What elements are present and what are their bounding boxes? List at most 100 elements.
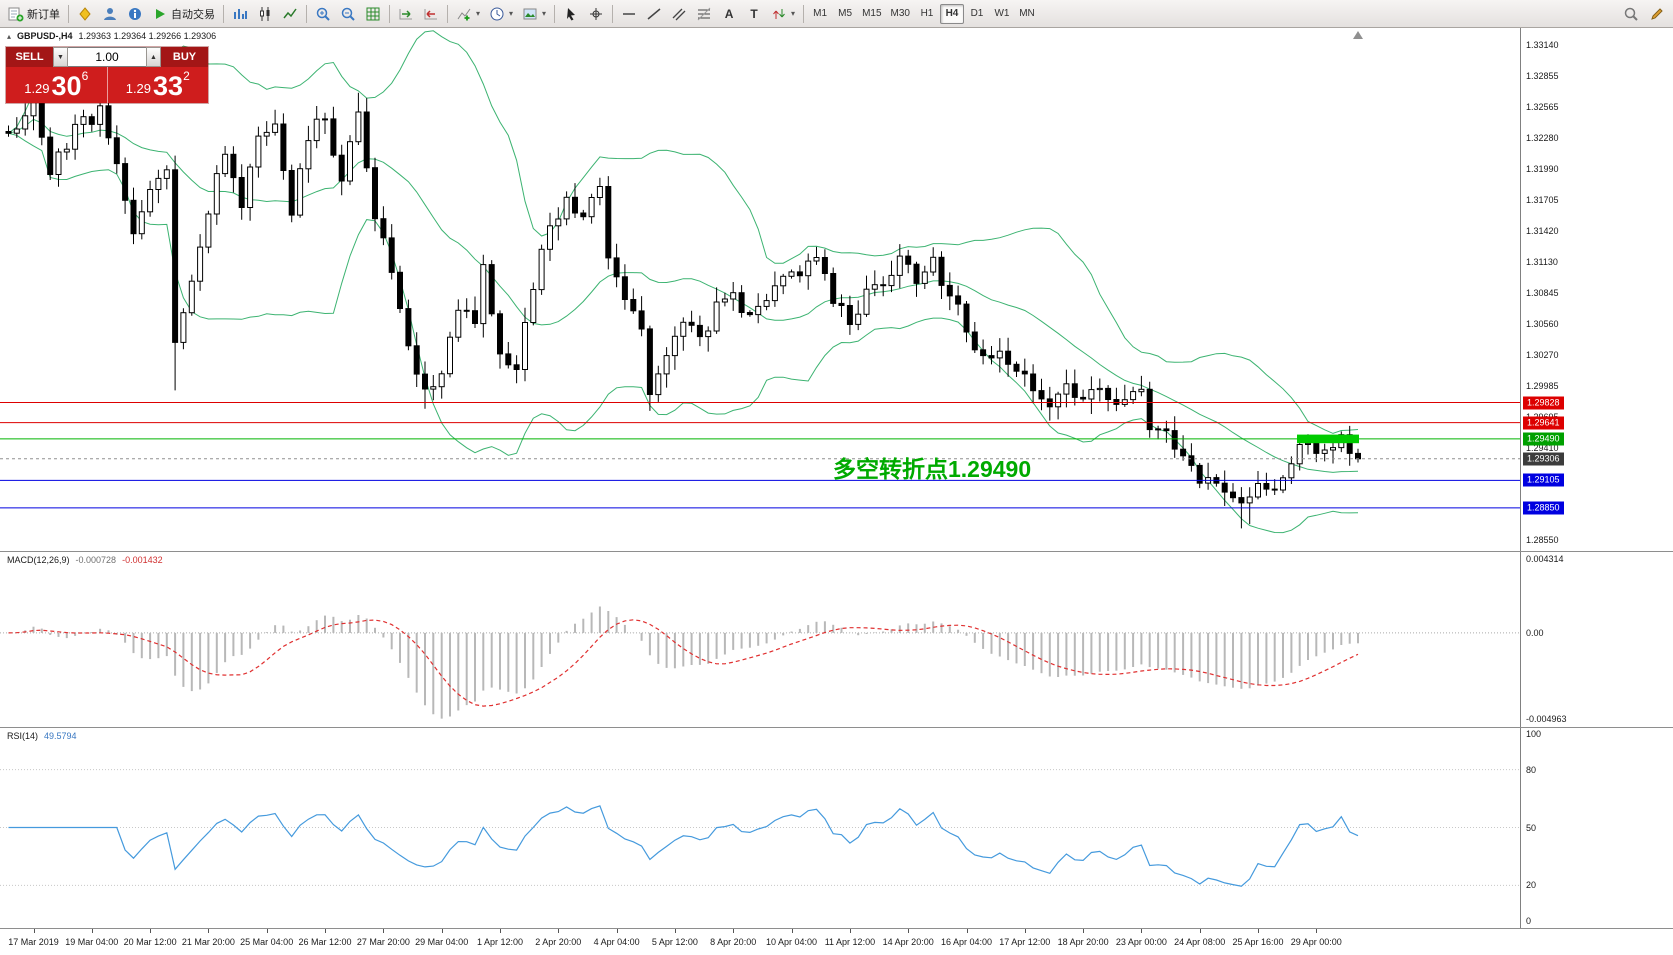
templates-button[interactable]: ▾ bbox=[518, 3, 550, 25]
highlight-rectangle[interactable] bbox=[1297, 434, 1359, 444]
price-axis-label: 1.31705 bbox=[1526, 195, 1559, 205]
time-axis-label: 25 Mar 04:00 bbox=[240, 937, 294, 947]
price-axis-label: 1.29410 bbox=[1526, 442, 1559, 453]
timeframe-button-h1[interactable]: H1 bbox=[915, 4, 939, 24]
zoom-in-button[interactable] bbox=[311, 3, 335, 25]
crosshair-tool-button[interactable] bbox=[584, 3, 608, 25]
text-tool-button[interactable]: A bbox=[717, 3, 741, 25]
hline-tool-button[interactable] bbox=[617, 3, 641, 25]
mql-wizard-button[interactable] bbox=[73, 3, 97, 25]
label-tool-button[interactable]: T bbox=[742, 3, 766, 25]
rsi-panel[interactable]: RSI(14) 49.5794 100 80 50 20 0 bbox=[0, 728, 1673, 929]
time-axis-tick bbox=[616, 929, 618, 933]
time-axis-label: 29 Mar 04:00 bbox=[415, 937, 469, 947]
fibonacci-tool-button[interactable] bbox=[692, 3, 716, 25]
label-tool-icon: T bbox=[750, 6, 758, 21]
time-axis-tick bbox=[1024, 929, 1026, 933]
time-axis-tick bbox=[733, 929, 735, 933]
rsi-label: RSI(14) bbox=[7, 731, 39, 741]
community-button[interactable] bbox=[123, 3, 147, 25]
macd-signal-value: -0.001432 bbox=[122, 555, 163, 565]
autotrade-play-icon bbox=[152, 6, 168, 22]
horizontal-level-lines[interactable] bbox=[0, 402, 1520, 509]
rsi-axis-label: 80 bbox=[1526, 764, 1537, 775]
volume-decrease-button[interactable]: ▼ bbox=[53, 47, 68, 67]
chart-shift-button[interactable] bbox=[419, 3, 443, 25]
time-axis-tick bbox=[1199, 929, 1201, 933]
price-tag-1.29306: 1.29306 bbox=[1523, 452, 1564, 466]
macd-panel[interactable]: MACD(12,26,9) -0.000728 -0.001432 0.0043… bbox=[0, 552, 1673, 728]
timeframe-button-m5[interactable]: M5 bbox=[833, 4, 857, 24]
time-axis[interactable]: 17 Mar 2019 19 Mar 04:00 20 Mar 12:00 21 Ma… bbox=[0, 929, 1673, 955]
rsi-header: RSI(14) 49.5794 bbox=[7, 731, 77, 741]
volume-input[interactable] bbox=[68, 47, 146, 67]
new-order-button[interactable]: 新订单 bbox=[4, 3, 64, 25]
sell-price-pips: 30 bbox=[51, 71, 82, 101]
sell-price-figure: 1.29 bbox=[24, 81, 50, 96]
search-button[interactable] bbox=[1619, 3, 1643, 25]
time-axis-tick bbox=[558, 929, 560, 933]
cursor-tool-button[interactable] bbox=[559, 3, 583, 25]
zoom-out-icon bbox=[340, 6, 356, 22]
price-tag-1.29641: 1.29641 bbox=[1523, 416, 1564, 430]
chart-header: ▴ GBPUSD-,H4 1.29363 1.29364 1.29266 1.2… bbox=[7, 31, 216, 41]
price-tag-1.29490: 1.29490 bbox=[1523, 432, 1564, 446]
timeframe-button-m15[interactable]: M15 bbox=[858, 4, 885, 24]
timeframe-button-d1[interactable]: D1 bbox=[965, 4, 989, 24]
price-axis-label: 1.30845 bbox=[1526, 287, 1559, 298]
timeframe-button-m1[interactable]: M1 bbox=[808, 4, 832, 24]
macd-axis-label: 0.004314 bbox=[1526, 554, 1564, 564]
autoscroll-button[interactable] bbox=[394, 3, 418, 25]
edit-button[interactable] bbox=[1645, 3, 1669, 25]
main-chart-panel[interactable]: ▴ GBPUSD-,H4 1.29363 1.29364 1.29266 1.2… bbox=[0, 28, 1673, 552]
time-axis-label: 4 Apr 04:00 bbox=[593, 937, 640, 947]
toolbar-right-group bbox=[1619, 3, 1669, 25]
grid-icon bbox=[365, 6, 381, 22]
trendline-tool-button[interactable] bbox=[642, 3, 666, 25]
time-axis-tick bbox=[791, 929, 793, 933]
time-axis-tick bbox=[966, 929, 968, 933]
buy-price-button[interactable]: 1.29 33 2 bbox=[108, 67, 209, 103]
cursor-icon bbox=[563, 6, 579, 22]
time-axis-label: 24 Apr 08:00 bbox=[1174, 937, 1226, 947]
time-axis-label: 2 Apr 20:00 bbox=[535, 937, 582, 947]
time-axis-label: 14 Apr 20:00 bbox=[882, 937, 934, 947]
profile-button[interactable] bbox=[98, 3, 122, 25]
separator bbox=[612, 4, 614, 23]
rsi-axis: 100 80 50 20 0 bbox=[1520, 728, 1673, 928]
profile-icon bbox=[102, 6, 118, 22]
periods-button[interactable]: ▾ bbox=[485, 3, 517, 25]
price-tag-1.28850: 1.28850 bbox=[1523, 501, 1564, 515]
indicators-button[interactable]: ▾ bbox=[452, 3, 484, 25]
time-axis-tick bbox=[266, 929, 268, 933]
price-axis[interactable]: 1.33140 1.32855 1.32565 1.32280 1.31990 1.317… bbox=[1520, 28, 1673, 551]
candlestick-mode-button[interactable] bbox=[253, 3, 277, 25]
separator bbox=[68, 4, 69, 23]
rsi-value: 49.5794 bbox=[44, 731, 77, 741]
timeframe-button-w1[interactable]: W1 bbox=[990, 4, 1014, 24]
timeframe-button-mn[interactable]: MN bbox=[1015, 4, 1039, 24]
volume-increase-button[interactable]: ▲ bbox=[146, 47, 161, 67]
timeframe-button-h4[interactable]: H4 bbox=[939, 3, 964, 24]
chart-shift-marker[interactable] bbox=[1353, 31, 1363, 39]
arrows-tool-icon bbox=[771, 6, 787, 22]
rsi-axis-label: 0 bbox=[1526, 916, 1532, 926]
buy-button[interactable]: BUY bbox=[161, 47, 208, 67]
zoom-out-button[interactable] bbox=[336, 3, 360, 25]
sell-button[interactable]: SELL bbox=[6, 47, 53, 67]
bar-chart-mode-button[interactable] bbox=[228, 3, 252, 25]
macd-label: MACD(12,26,9) bbox=[7, 555, 70, 565]
grid-toggle-button[interactable] bbox=[361, 3, 385, 25]
candles bbox=[5, 92, 1361, 529]
arrows-tool-button[interactable]: ▾ bbox=[767, 3, 799, 25]
autotrade-button[interactable]: 自动交易 bbox=[148, 3, 219, 25]
sell-price-button[interactable]: 1.29 30 6 bbox=[6, 67, 108, 103]
timeframe-button-m30[interactable]: M30 bbox=[887, 4, 914, 24]
macd-axis-label: -0.004963 bbox=[1526, 714, 1567, 724]
candlestick-chart[interactable] bbox=[0, 28, 1520, 550]
price-axis-label: 1.30270 bbox=[1526, 349, 1559, 360]
line-chart-mode-button[interactable] bbox=[278, 3, 302, 25]
time-axis-label: 17 Mar 2019 bbox=[8, 937, 59, 947]
price-axis-label: 1.32565 bbox=[1526, 102, 1559, 113]
channel-tool-button[interactable] bbox=[667, 3, 691, 25]
